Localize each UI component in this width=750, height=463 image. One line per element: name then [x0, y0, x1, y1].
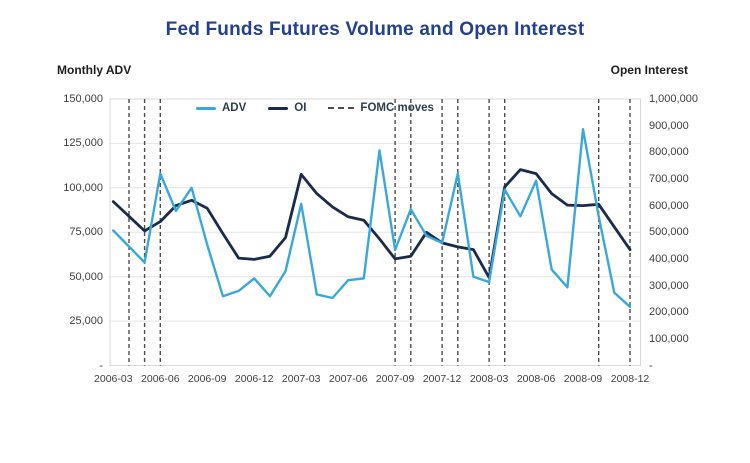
- x-tick-label: 2006-09: [187, 373, 227, 385]
- left-y-tick-label: 75,000: [69, 226, 103, 239]
- x-tick-label: 2008-12: [610, 373, 650, 385]
- x-tick-label: 2006-12: [234, 373, 274, 385]
- legend-item-fomc: FOMC moves: [328, 102, 434, 114]
- x-tick-label: 2007-09: [375, 373, 415, 385]
- right-axis-title: Open Interest: [610, 63, 688, 77]
- right-y-tick-label: 300,000: [649, 279, 689, 292]
- left-y-tick-label: 100,000: [63, 181, 103, 194]
- plot-border: [109, 98, 641, 366]
- adv-line: [112, 127, 632, 309]
- x-tick-label: 2006-03: [94, 373, 133, 385]
- legend-label-fomc: FOMC moves: [360, 102, 434, 114]
- x-tick-label: 2007-03: [281, 373, 321, 385]
- right-y-tick-label: 500,000: [649, 226, 689, 239]
- right-y-tick-label: 400,000: [649, 252, 689, 265]
- right-y-tick-label: 100,000: [649, 332, 689, 345]
- right-y-tick-label: 800,000: [649, 146, 689, 159]
- legend-item-adv: ADV: [196, 102, 246, 114]
- adv-line-swatch-icon: [196, 106, 216, 110]
- x-tick-label: 2008-06: [516, 373, 556, 385]
- x-tick-label: 2006-06: [141, 373, 180, 385]
- fomc-dashed-swatch-icon: [328, 107, 355, 109]
- chart-title: Fed Funds Futures Volume and Open Intere…: [165, 19, 585, 40]
- right-y-tick-label: 200,000: [649, 306, 689, 319]
- x-tick-label: 2007-12: [422, 373, 462, 385]
- x-tick-label: 2007-06: [328, 373, 368, 385]
- right-y-tick-label: -: [649, 359, 653, 372]
- oi-line-swatch-icon: [268, 106, 289, 110]
- left-y-tick-label: 150,000: [63, 93, 103, 105]
- x-tick-label: 2008-03: [469, 373, 509, 385]
- left-axis-title: Monthly ADV: [57, 63, 132, 77]
- right-y-tick-label: 1,000,000: [649, 93, 698, 105]
- legend-label-oi: OI: [294, 102, 307, 114]
- left-y-tick-label: 125,000: [63, 137, 103, 150]
- right-y-tick-label: 900,000: [649, 119, 689, 132]
- legend: ADV OI FOMC moves: [196, 102, 434, 114]
- oi-line: [111, 168, 632, 280]
- x-tick-label: 2008-09: [563, 373, 603, 385]
- right-y-tick-label: 600,000: [649, 199, 689, 212]
- legend-item-oi: OI: [268, 102, 306, 114]
- left-y-tick-label: -: [99, 359, 103, 372]
- left-y-tick-label: 25,000: [69, 315, 103, 328]
- left-y-tick-label: 50,000: [69, 270, 103, 283]
- right-y-tick-label: 700,000: [649, 172, 689, 185]
- legend-label-adv: ADV: [222, 102, 247, 114]
